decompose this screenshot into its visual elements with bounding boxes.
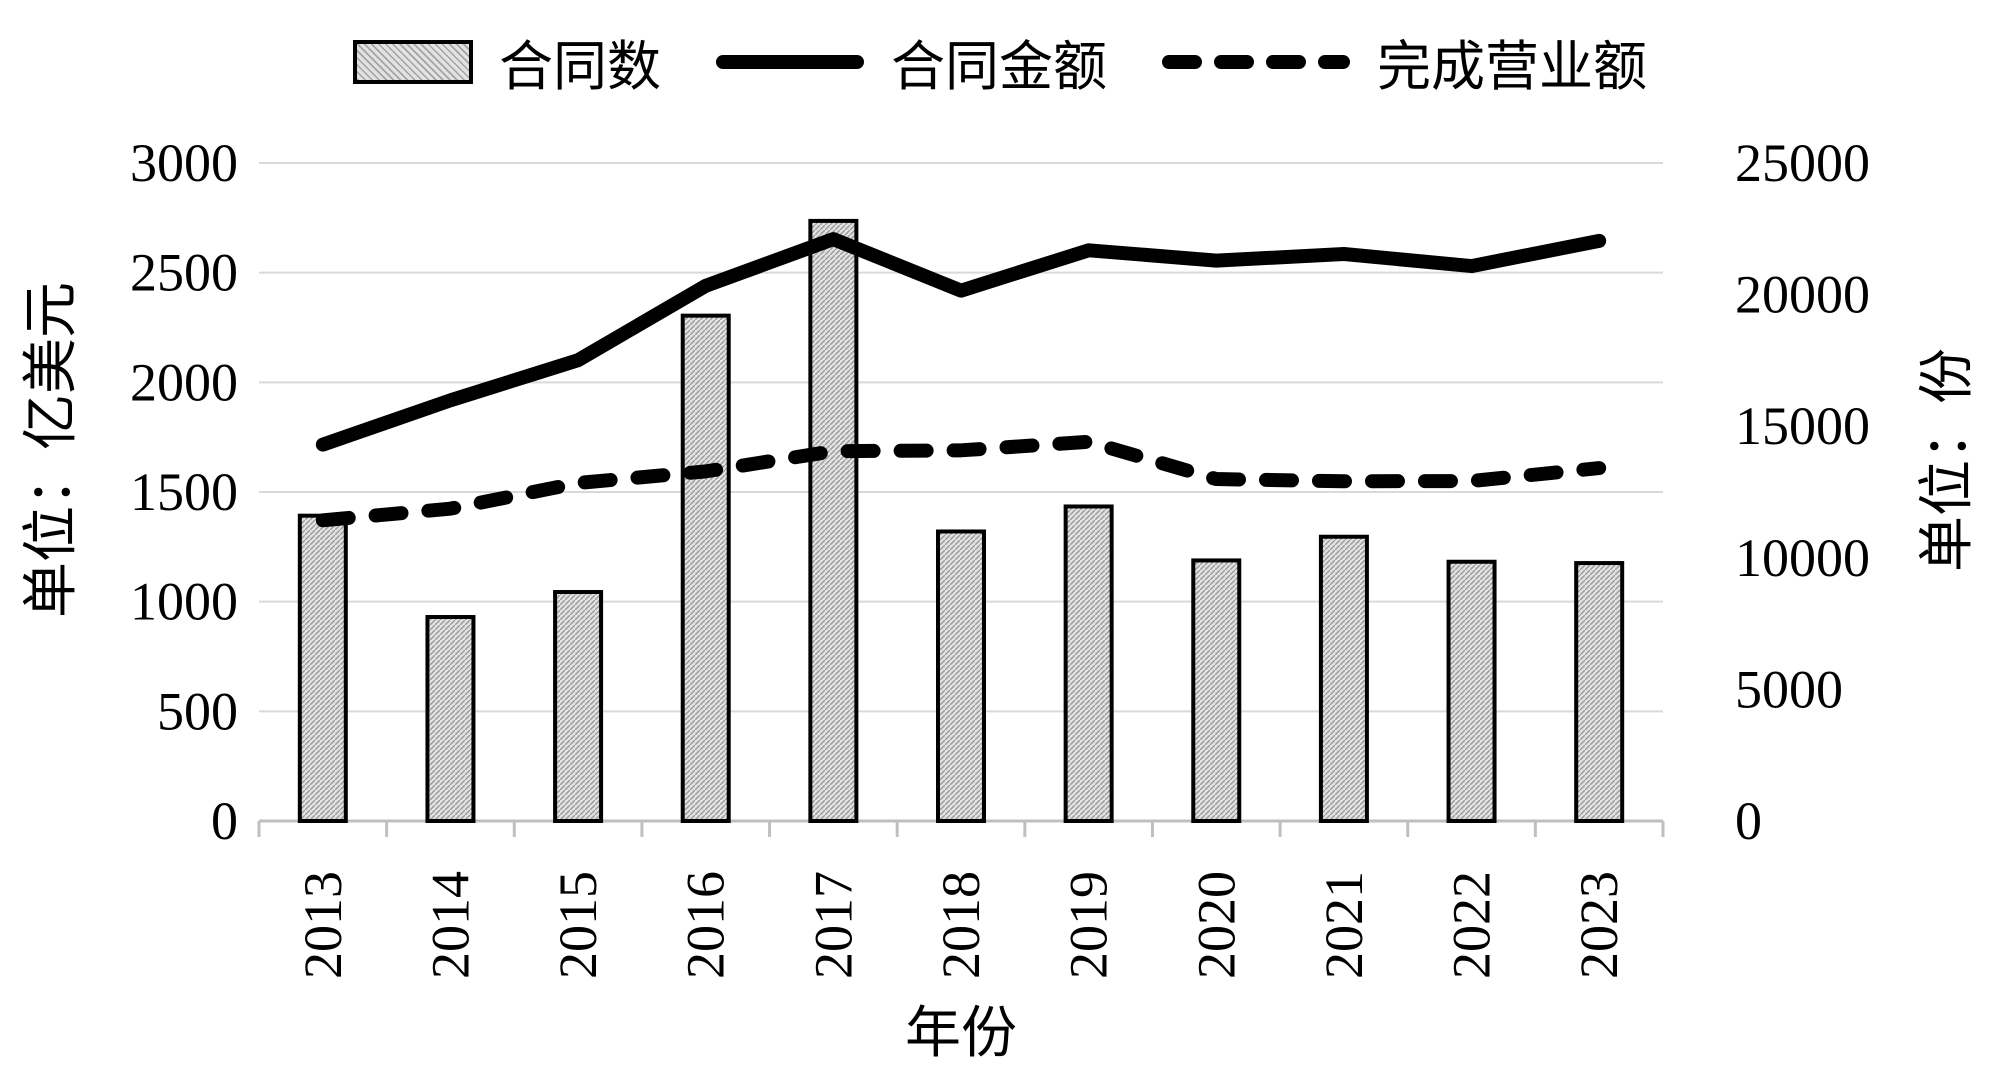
x-axis-category-label: 2023 (1569, 871, 1629, 979)
bar (936, 529, 986, 823)
bar (680, 313, 731, 823)
right-axis-tick-label: 25000 (1735, 133, 1870, 193)
legend-item-contract-value: 合同金额 (715, 22, 1107, 101)
right-axis-tick-label: 0 (1735, 791, 1762, 851)
legend-item-completed-turnover: 完成营业额 (1161, 22, 1647, 101)
bar-hatch-swatch-icon (353, 39, 473, 84)
x-axis-category-label: 2019 (1059, 871, 1119, 979)
bar (808, 218, 859, 824)
bar (1063, 504, 1114, 823)
legend: 合同数 合同金额 完成营业额 (0, 22, 2000, 101)
left-axis-tick-label: 500 (157, 681, 238, 741)
right-axis-tick-label: 5000 (1735, 659, 1843, 719)
x-axis-category-label: 2014 (420, 871, 480, 979)
left-axis-tick-label: 1500 (130, 462, 238, 522)
left-axis-tick-label: 0 (211, 791, 238, 851)
right-axis-tick-label: 20000 (1735, 265, 1870, 325)
legend-item-contract-count: 合同数 (353, 22, 661, 101)
solid-line-swatch-icon (716, 54, 864, 69)
solid-line-series (315, 232, 1607, 452)
bar (553, 590, 604, 823)
bar (297, 513, 348, 823)
bar (1446, 559, 1497, 823)
x-axis-category-label: 2022 (1442, 871, 1502, 979)
right-axis-tick-label: 15000 (1735, 396, 1870, 456)
right-axis-tick-label: 10000 (1735, 528, 1870, 588)
x-axis-category-label: 2013 (293, 871, 353, 979)
x-axis-category-label: 2018 (931, 871, 991, 979)
left-axis-tick-label: 1000 (130, 572, 238, 632)
left-axis-tick-label: 2000 (130, 352, 238, 412)
bar (1191, 558, 1242, 823)
bar (425, 615, 476, 824)
dashed-line-series (315, 434, 1607, 528)
legend-label: 完成营业额 (1377, 37, 1647, 97)
x-axis-category-label: 2015 (548, 871, 608, 979)
x-axis-category-label: 2021 (1314, 871, 1374, 979)
x-axis-title: 年份 (905, 1003, 1017, 1065)
legend-label: 合同数 (499, 37, 661, 97)
bar (1574, 561, 1625, 824)
x-axis-category-label: 2017 (803, 871, 863, 979)
left-axis-tick-label: 2500 (130, 243, 238, 303)
x-axis-category-label: 2016 (676, 871, 736, 979)
dashed-line-swatch-icon (1162, 54, 1350, 69)
legend-label: 合同金额 (891, 37, 1107, 97)
x-axis-category-label: 2020 (1186, 871, 1246, 979)
bar (1318, 534, 1369, 824)
left-axis-tick-label: 3000 (130, 133, 238, 193)
